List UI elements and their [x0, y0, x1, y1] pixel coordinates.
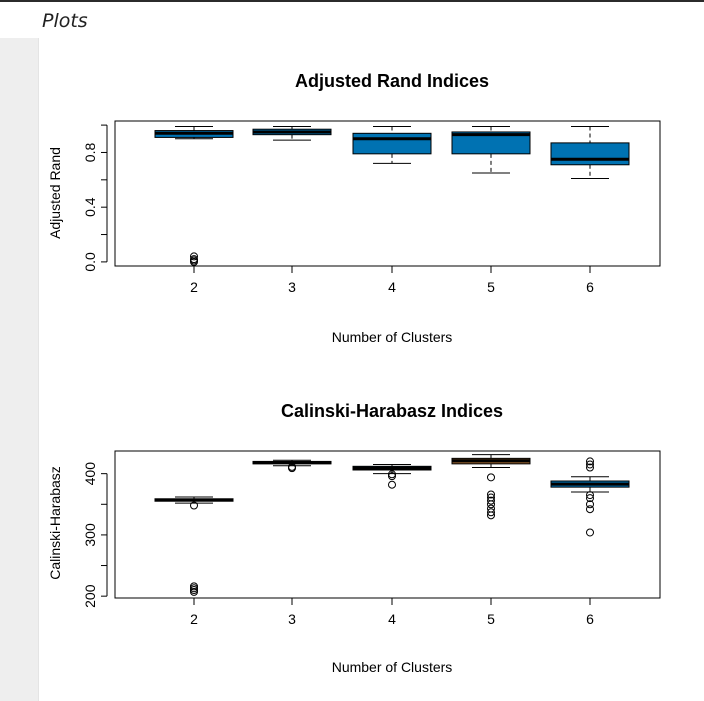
left-gutter [0, 38, 38, 701]
outlier-point [586, 494, 594, 503]
plot-frame [114, 450, 661, 599]
outlier-point [388, 480, 396, 489]
box-4 [352, 125, 432, 164]
outlier-point [586, 457, 594, 466]
outlier-point [487, 500, 495, 509]
outlier-point [190, 582, 198, 591]
y-tick-label: 0.0 [82, 252, 98, 272]
chart-title: Adjusted Rand Indices [295, 71, 489, 91]
adjusted-rand-chart: Adjusted Rand Indices Number of Clusters… [47, 71, 661, 345]
box-body [352, 132, 432, 155]
box-3 [252, 459, 332, 473]
y-axis-label: Adjusted Rand [47, 147, 63, 239]
box-5 [451, 125, 531, 174]
box-6 [550, 125, 630, 179]
box-6 [550, 457, 630, 537]
top-rule [0, 0, 704, 2]
y-tick-label: 0.4 [82, 197, 98, 217]
y-axis-label: Calinski-Harabasz [47, 466, 63, 580]
y-tick-label: 400 [82, 462, 98, 486]
outlier-point [288, 462, 296, 471]
outlier-point [487, 508, 495, 517]
box-3 [252, 125, 332, 141]
y-tick-label: 0.8 [82, 143, 98, 163]
x-tick-label: 3 [288, 611, 296, 627]
calinski-harabasz-chart: Calinski-Harabasz Indices Number of Clus… [47, 401, 661, 675]
outlier-point [586, 460, 594, 469]
x-tick-label: 2 [190, 279, 198, 295]
x-tick-label: 3 [288, 279, 296, 295]
y-tick-label: 300 [82, 523, 98, 547]
section-title: Plots [42, 10, 88, 32]
chart-title: Calinski-Harabasz Indices [281, 401, 503, 421]
x-axis-label: Number of Clusters [332, 329, 453, 345]
x-tick-label: 2 [190, 611, 198, 627]
outlier-point [586, 463, 594, 472]
outlier-point [586, 528, 594, 537]
box-2 [154, 125, 234, 266]
outlier-point [487, 490, 495, 499]
box-2 [154, 496, 234, 596]
x-tick-label: 6 [586, 611, 594, 627]
box-5 [451, 454, 531, 520]
section-header: Plots [0, 2, 704, 38]
box-body [550, 142, 630, 166]
outlier-point [487, 511, 495, 520]
x-tick-label: 4 [388, 279, 396, 295]
x-axis-label: Number of Clusters [332, 659, 453, 675]
outlier-point [586, 505, 594, 514]
outlier-point [586, 491, 594, 500]
outlier-point [586, 500, 594, 509]
outlier-point [190, 252, 198, 261]
x-tick-label: 5 [487, 279, 495, 295]
x-tick-label: 4 [388, 611, 396, 627]
outlier-point [487, 473, 495, 482]
box-4 [352, 463, 432, 489]
y-tick-label: 200 [82, 584, 98, 608]
box-body [451, 131, 531, 155]
x-tick-label: 5 [487, 611, 495, 627]
outlier-point [190, 255, 198, 264]
outlier-point [487, 496, 495, 505]
outlier-point [190, 501, 198, 510]
x-tick-label: 6 [586, 279, 594, 295]
outlier-point [388, 470, 396, 479]
